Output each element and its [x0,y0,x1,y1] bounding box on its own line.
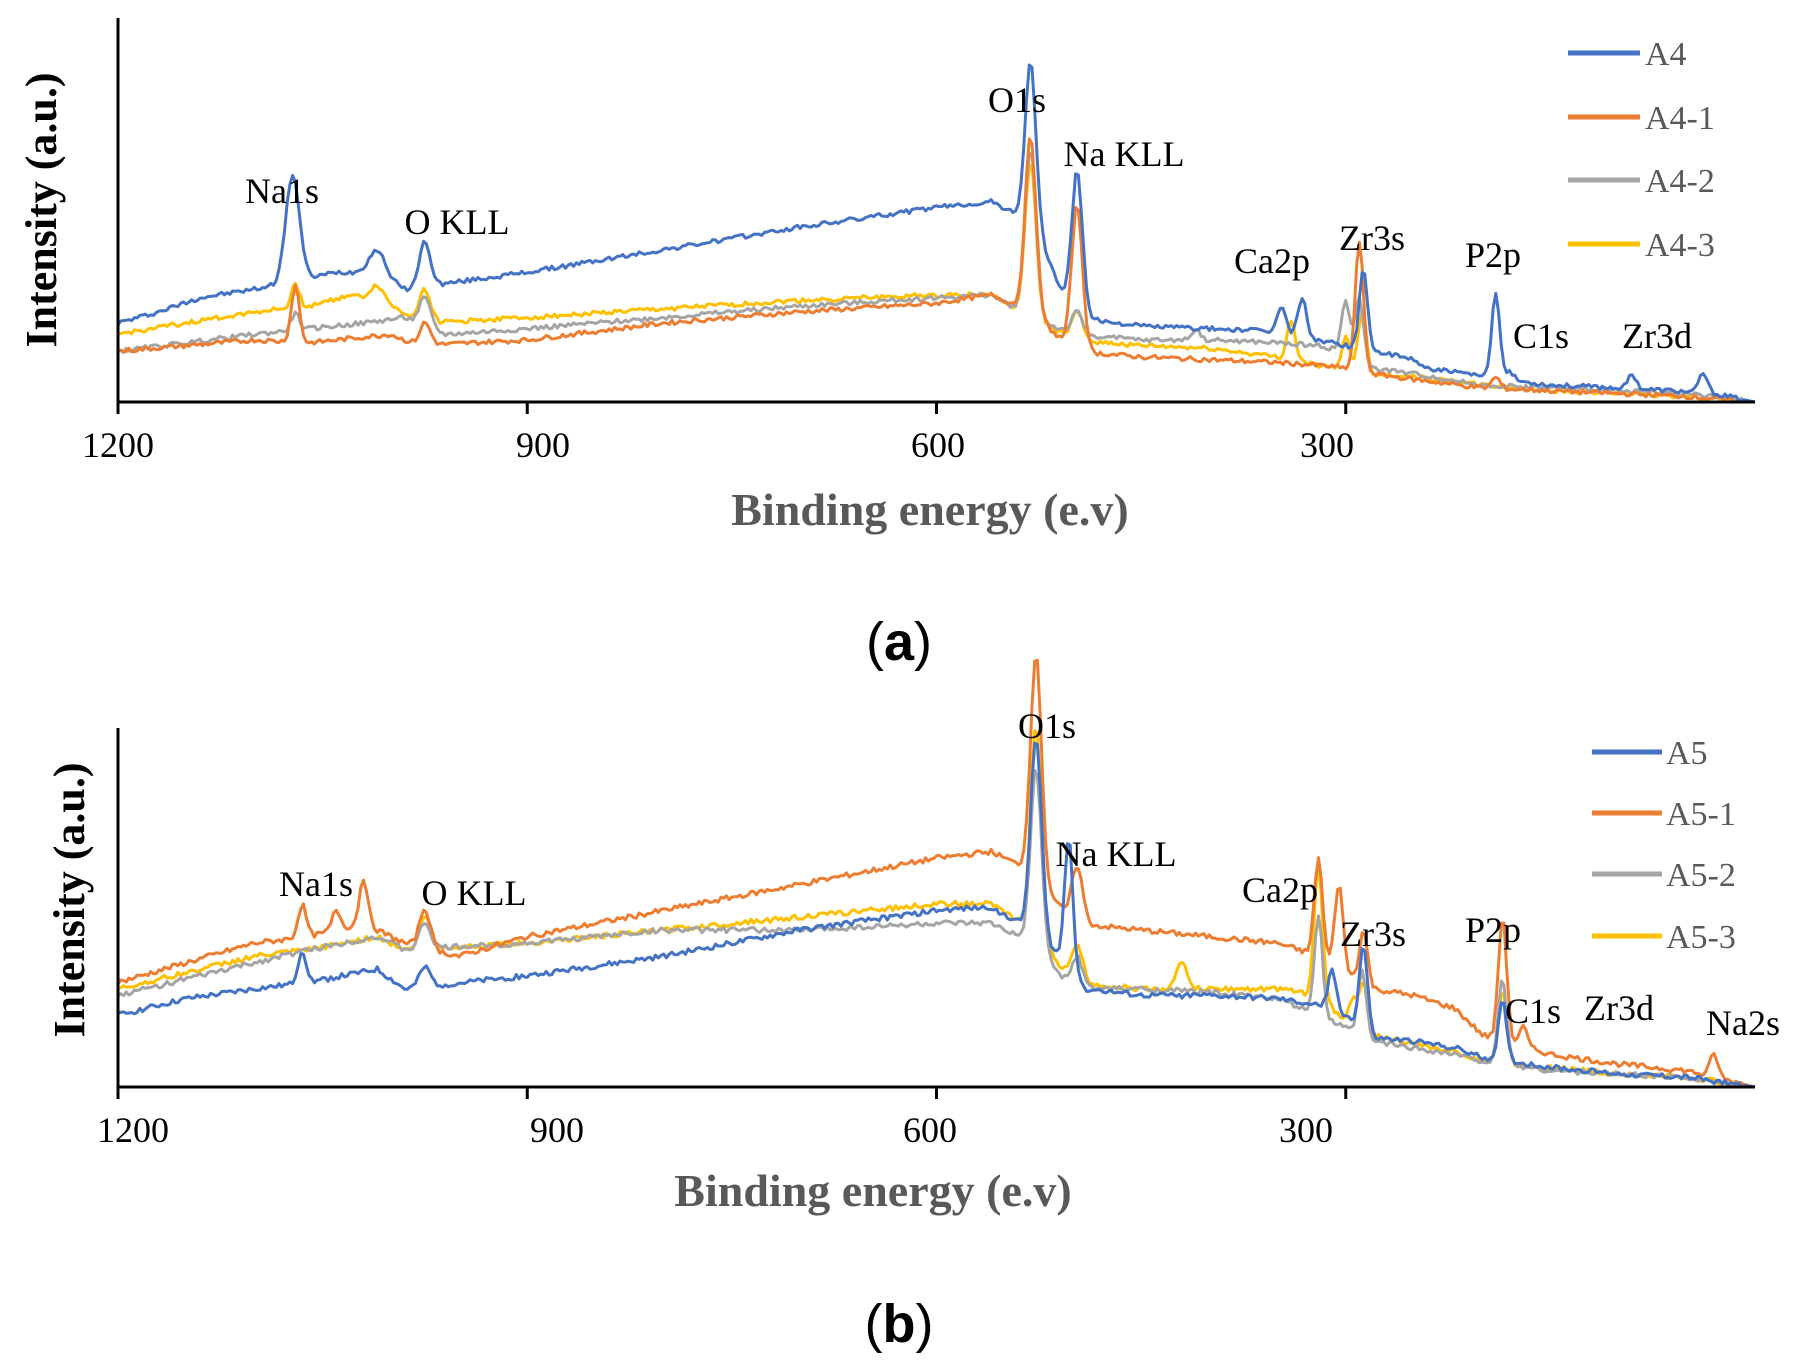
chart-a-legend-label: A4 [1645,36,1687,73]
chart-b-annotation: Na2s [1706,1003,1780,1043]
chart-a-x-tick-label: 900 [516,425,570,465]
chart-a-annotation: Zr3d [1622,316,1692,356]
panel-b-label: (b) [865,1294,934,1354]
chart-a: 1200 900 600 300 Binding energy (e.v) In… [17,18,1756,535]
chart-a-series [116,63,1756,404]
chart-b-y-axis-label: Intensity (a.u.) [45,762,94,1037]
chart-b-legend-label: A5-2 [1666,857,1736,894]
chart-a-x-axis-label: Binding energy (e.v) [731,484,1128,535]
chart-b-series [116,658,1756,1089]
chart-a-series-line-a4-2 [117,151,1756,404]
chart-a-annotation: Ca2p [1234,241,1310,281]
chart-b-annotation: P2p [1465,910,1521,950]
panel-a-label: (a) [866,612,932,672]
chart-a-series-line-a4 [116,63,1756,404]
chart-b-annotation: Na KLL [1056,834,1177,874]
chart-b: 1200 900 600 300 Binding energy (e.v) In… [45,658,1780,1216]
chart-b-annotation: C1s [1505,991,1561,1031]
chart-b-legend-label: A5-1 [1666,796,1736,833]
chart-b-x-axis-label: Binding energy (e.v) [674,1165,1071,1216]
panel-b-letter: b [883,1294,916,1354]
chart-a-series-line-a4-3 [117,163,1756,404]
chart-b-x-tick-label: 900 [530,1110,584,1150]
chart-a-legend-label: A4-1 [1645,100,1715,137]
chart-a-series-line-a4-1 [117,137,1756,404]
chart-a-legend-label: A4-2 [1645,163,1715,200]
chart-b-x-tick-label: 1200 [97,1110,169,1150]
chart-b-annotation: O KLL [422,873,527,913]
chart-b-x-tick-label: 600 [903,1110,957,1150]
chart-a-annotation: Na1s [245,171,319,211]
chart-a-annotation: Na KLL [1064,134,1185,174]
chart-a-legend: A4 A4-1 A4-2 A4-3 [1568,36,1715,264]
chart-b-x-ticks [116,1087,1348,1099]
chart-b-series-line-a5-1 [116,658,1756,1089]
chart-a-x-ticks [116,402,1348,414]
chart-a-annotation: P2p [1465,235,1521,275]
chart-a-annotation: O KLL [405,202,510,242]
chart-a-y-axis-label: Intensity (a.u.) [17,72,66,347]
chart-a-x-tick-label: 600 [911,425,965,465]
chart-a-x-tick-label: 300 [1300,425,1354,465]
chart-a-annotation: O1s [988,80,1046,120]
chart-b-annotation: Zr3d [1584,988,1654,1028]
chart-b-series-line-a5 [117,741,1756,1089]
chart-a-annotation: C1s [1513,316,1569,356]
chart-b-legend: A5 A5-1 A5-2 A5-3 [1592,735,1736,956]
chart-a-x-tick-label: 1200 [82,425,154,465]
chart-a-legend-label: A4-3 [1645,227,1715,264]
chart-b-legend-label: A5 [1666,735,1708,772]
chart-a-annotation: Zr3s [1339,218,1405,258]
chart-b-annotation: Na1s [279,864,353,904]
chart-b-x-tick-label: 300 [1279,1110,1333,1150]
chart-b-annotation: Ca2p [1242,870,1318,910]
chart-b-annotation: O1s [1018,706,1076,746]
chart-b-legend-label: A5-3 [1666,919,1736,956]
chart-b-annotation: Zr3s [1340,914,1406,954]
chart-b-series-line-a5-2 [117,768,1756,1089]
panel-a-letter: a [884,612,915,672]
